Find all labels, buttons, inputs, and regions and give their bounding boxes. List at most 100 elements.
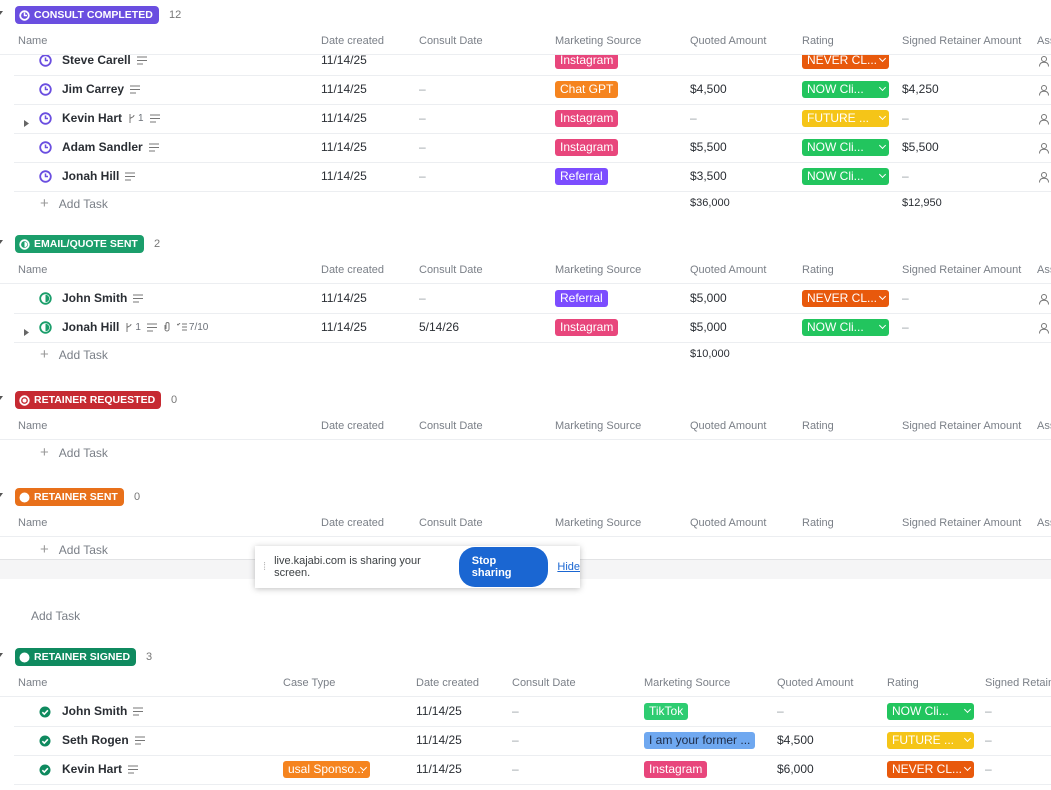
status-pill[interactable]: RETAINER REQUESTED — [15, 391, 162, 409]
column-header[interactable]: Date created — [416, 677, 479, 689]
task-name[interactable]: Kevin Hart 1 — [62, 111, 160, 125]
column-header[interactable]: Ass — [1037, 420, 1051, 432]
status-icon[interactable] — [39, 112, 52, 130]
group-caret[interactable] — [0, 394, 3, 403]
column-header[interactable]: Name — [18, 35, 48, 47]
source-tag[interactable]: Instagram — [555, 139, 619, 156]
source-tag[interactable]: Chat GPT — [555, 81, 619, 98]
task-row[interactable]: Kevin Hart usal Sponso... 11/14/25 – Instagr… — [14, 755, 1051, 785]
column-header[interactable]: Signed Retainer Amount — [902, 420, 1022, 432]
select-tag[interactable]: NOW Cli... — [802, 319, 889, 336]
status-pill[interactable]: RETAINER SIGNED — [15, 648, 137, 666]
stop-sharing-button[interactable]: Stop sharing — [458, 547, 549, 587]
status-icon[interactable] — [39, 170, 52, 188]
group-caret[interactable] — [0, 238, 3, 247]
task-name[interactable]: Kevin Hart — [62, 762, 139, 776]
select-tag[interactable]: NEVER CL... — [887, 761, 974, 778]
assignee-icon[interactable] — [1038, 141, 1050, 159]
select-tag[interactable]: usal Sponso... — [283, 761, 370, 778]
column-header[interactable]: Ass — [1037, 264, 1051, 276]
column-header[interactable]: Quoted Amount — [690, 420, 767, 432]
status-pill[interactable]: RETAINER SENT — [15, 488, 124, 506]
column-header[interactable]: Marketing Source — [555, 517, 642, 529]
source-tag[interactable]: Instagram — [555, 52, 619, 69]
status-icon[interactable] — [39, 321, 52, 339]
column-header[interactable]: Ass — [1037, 35, 1051, 47]
column-header[interactable]: Signed Retainer Amount — [902, 517, 1022, 529]
column-header[interactable]: Ass — [1037, 517, 1051, 529]
group-caret[interactable] — [0, 651, 3, 660]
task-name[interactable]: Jonah Hill 1 7/10 — [62, 320, 208, 334]
source-tag[interactable]: Referral — [555, 168, 608, 185]
column-header[interactable]: Consult Date — [419, 517, 483, 529]
hide-link[interactable]: Hide — [557, 561, 580, 573]
task-name[interactable]: Adam Sandler — [62, 140, 159, 154]
column-header[interactable]: Rating — [802, 517, 834, 529]
status-pill[interactable]: CONSULT COMPLETED — [15, 6, 159, 24]
column-header[interactable]: Name — [18, 677, 48, 689]
select-tag[interactable]: NOW Cli... — [802, 139, 889, 156]
task-row[interactable]: Jim Carrey 11/14/25 – Chat GPT $4,500 NOW Cli… — [14, 75, 1051, 105]
status-icon[interactable] — [39, 141, 52, 159]
source-tag[interactable]: I am your former ... — [644, 732, 756, 749]
add-task[interactable]: + Add Task — [40, 444, 108, 461]
task-name[interactable]: John Smith — [62, 704, 144, 718]
column-header[interactable]: Consult Date — [512, 677, 576, 689]
select-tag[interactable]: NOW Cli... — [802, 81, 889, 98]
assignee-icon[interactable] — [1038, 321, 1050, 339]
source-tag[interactable]: Instagram — [555, 110, 619, 127]
column-header[interactable]: Signed Retainer Amount — [902, 264, 1022, 276]
select-tag[interactable]: FUTURE ... — [887, 732, 974, 749]
column-header[interactable]: Date created — [321, 517, 384, 529]
status-icon[interactable] — [39, 292, 52, 310]
column-header[interactable]: Consult Date — [419, 420, 483, 432]
assignee-icon[interactable] — [1038, 112, 1050, 130]
assignee-icon[interactable] — [1038, 292, 1050, 310]
task-row[interactable]: Seth Rogen 11/14/25 – I am your former ... $… — [14, 726, 1051, 756]
column-header[interactable]: Marketing Source — [644, 677, 731, 689]
select-tag[interactable]: NEVER CL... — [802, 52, 889, 69]
column-header[interactable]: Quoted Amount — [690, 35, 767, 47]
column-header[interactable]: Marketing Source — [555, 264, 642, 276]
assignee-icon[interactable] — [1038, 83, 1050, 101]
status-icon[interactable] — [39, 83, 52, 101]
status-icon[interactable] — [39, 734, 51, 752]
status-pill[interactable]: EMAIL/QUOTE SENT — [15, 235, 144, 253]
add-task[interactable]: + Add Task — [40, 346, 108, 363]
source-tag[interactable]: Instagram — [555, 319, 619, 336]
column-header[interactable]: Date created — [321, 35, 384, 47]
assignee-icon[interactable] — [1038, 170, 1050, 188]
column-header[interactable]: Signed Retaine — [985, 677, 1051, 689]
column-header[interactable]: Date created — [321, 264, 384, 276]
column-header[interactable]: Marketing Source — [555, 420, 642, 432]
group-caret[interactable] — [0, 491, 3, 500]
task-row[interactable]: John Smith 11/14/25 – Referral $5,000 NEVER C… — [14, 284, 1051, 314]
column-header[interactable]: Quoted Amount — [690, 264, 767, 276]
column-header[interactable]: Quoted Amount — [777, 677, 854, 689]
expand-toggle[interactable] — [24, 114, 29, 132]
group-caret[interactable] — [0, 9, 3, 18]
source-tag[interactable]: Referral — [555, 290, 608, 307]
column-header[interactable]: Date created — [321, 420, 384, 432]
task-name[interactable]: Steve Carell — [62, 53, 147, 67]
task-row[interactable]: Jonah Hill 11/14/25 – Referral $3,500 NOW Cli… — [14, 162, 1051, 192]
task-row[interactable]: Adam Sandler 11/14/25 – Instagram $5,500 NOW … — [14, 133, 1051, 163]
column-header[interactable]: Rating — [802, 420, 834, 432]
task-row[interactable]: John Smith 11/14/25 – TikTok – NOW Cli... – — [14, 697, 1051, 727]
select-tag[interactable]: NEVER CL... — [802, 290, 889, 307]
status-icon[interactable] — [39, 705, 51, 723]
column-header[interactable]: Marketing Source — [555, 35, 642, 47]
column-header[interactable]: Rating — [802, 35, 834, 47]
column-header[interactable]: Consult Date — [419, 264, 483, 276]
column-header[interactable]: Rating — [802, 264, 834, 276]
task-name[interactable]: Jonah Hill — [62, 169, 136, 183]
column-header[interactable]: Name — [18, 420, 48, 432]
add-task[interactable]: Add Task — [31, 609, 81, 623]
source-tag[interactable]: TikTok — [644, 703, 689, 720]
assignee-icon[interactable] — [1038, 54, 1050, 72]
column-header[interactable]: Rating — [887, 677, 919, 689]
column-header[interactable]: Signed Retainer Amount — [902, 35, 1022, 47]
column-header[interactable]: Name — [18, 264, 48, 276]
task-name[interactable]: John Smith — [62, 291, 144, 305]
column-header[interactable]: Case Type — [283, 677, 336, 689]
